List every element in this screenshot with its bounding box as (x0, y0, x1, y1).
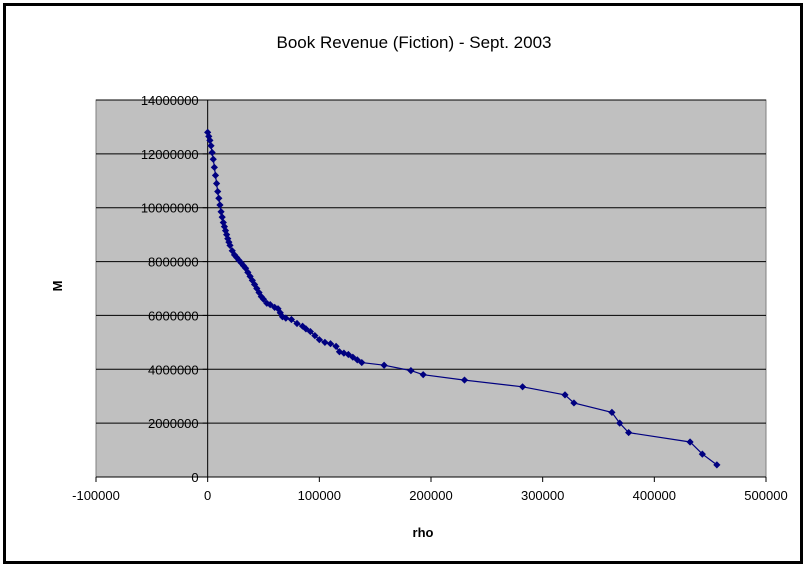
x-axis-label: rho (413, 525, 434, 540)
data-point (237, 259, 245, 267)
x-tick-label: 300000 (521, 488, 564, 503)
x-axis-ticks: -100000 0 100000 200000 300000 400000 500000 (72, 477, 788, 503)
data-point (233, 253, 241, 262)
data-point (561, 391, 569, 399)
data-point (215, 194, 223, 202)
data-point (282, 314, 290, 322)
data-point (302, 325, 310, 333)
y-tick-label: 14000000 (141, 93, 199, 108)
y-tick-label: 12000000 (141, 147, 199, 162)
data-point (266, 301, 274, 309)
data-point (407, 367, 415, 375)
data-point (340, 349, 348, 357)
data-point (321, 338, 329, 346)
x-tick-label: 400000 (633, 488, 676, 503)
data-point (213, 179, 221, 188)
x-tick-label: -100000 (72, 488, 120, 503)
data-point (210, 163, 218, 171)
data-point (206, 136, 214, 144)
data-point (207, 142, 215, 150)
data-point (608, 408, 616, 416)
data-series (204, 128, 721, 469)
data-point (209, 155, 217, 163)
data-point (248, 276, 256, 285)
y-axis-label: M (50, 281, 65, 292)
data-point (293, 319, 301, 328)
data-point (460, 376, 469, 384)
x-tick-label: 100000 (298, 488, 341, 503)
data-point (263, 299, 271, 307)
data-point (235, 256, 243, 264)
y-tick-label: 10000000 (141, 201, 199, 216)
y-tick-label: 8000000 (148, 255, 199, 270)
data-point (287, 315, 296, 324)
data-point (208, 148, 216, 157)
data-point (218, 213, 226, 221)
y-tick-label: 2000000 (148, 416, 199, 431)
data-point (214, 187, 222, 196)
data-point (217, 208, 225, 216)
y-tick-label: 6000000 (148, 308, 199, 323)
y-tick-label: 0 (191, 470, 198, 485)
data-point (380, 361, 388, 369)
data-point (271, 303, 279, 311)
data-point (250, 280, 259, 289)
data-point (616, 419, 624, 427)
data-point (518, 383, 527, 391)
data-point (332, 342, 340, 350)
data-point (686, 438, 694, 446)
x-tick-label: 200000 (409, 488, 452, 503)
data-point (326, 340, 335, 348)
data-point (244, 268, 252, 276)
data-point (315, 336, 323, 344)
data-point (698, 450, 706, 458)
data-point (349, 353, 357, 361)
y-axis-ticks: 0 2000000 4000000 6000000 8000000 10000000 120… (141, 93, 208, 485)
data-point (335, 348, 344, 356)
data-point (358, 358, 366, 367)
data-point (419, 371, 427, 379)
x-tick-label: 500000 (744, 488, 787, 503)
data-point (570, 399, 578, 407)
data-point (713, 461, 721, 469)
data-point (259, 295, 268, 303)
data-point (216, 201, 224, 209)
data-point (625, 428, 633, 437)
y-tick-label: 4000000 (148, 362, 199, 377)
data-point (242, 264, 250, 272)
data-point (226, 241, 234, 250)
data-point (344, 350, 352, 359)
data-point (255, 288, 263, 297)
data-point (311, 332, 319, 340)
data-point (306, 327, 314, 336)
x-tick-label: 0 (204, 488, 211, 503)
chart-title: Book Revenue (Fiction) - Sept. 2003 (277, 33, 552, 52)
data-point (211, 171, 220, 179)
